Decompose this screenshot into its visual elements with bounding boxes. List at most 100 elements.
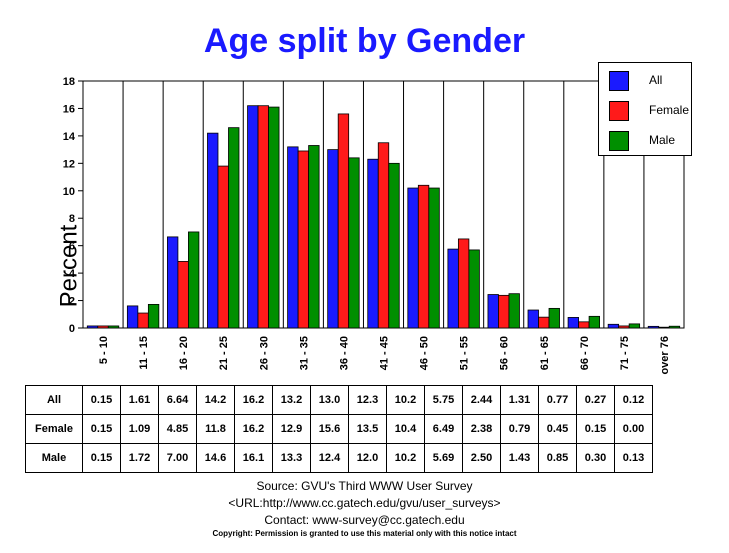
table-cell: 1.09 (120, 414, 159, 444)
bar-male-11 (548, 307, 560, 329)
bar-male-14 (668, 325, 681, 329)
table-cell: 7.00 (158, 443, 197, 473)
bar-female-9 (457, 238, 470, 329)
bar-female-0 (97, 325, 109, 329)
source-text: Source: GVU's Third WWW User Survey (256, 479, 473, 493)
y-tick-label: 12 (63, 158, 75, 170)
table-cell: 2.44 (462, 385, 501, 415)
table-cell: 14.2 (196, 385, 235, 415)
table-cell: 16.2 (234, 414, 273, 444)
bar-all-0 (86, 325, 99, 329)
table-cell: 12.9 (272, 414, 311, 444)
legend-swatch (609, 131, 629, 151)
x-tick-label: 11 - 15 (138, 336, 150, 370)
table-cell: 0.85 (538, 443, 577, 473)
x-tick-label: 41 - 45 (379, 336, 391, 370)
table-cell: 0.15 (82, 414, 121, 444)
table-cell: 0.30 (576, 443, 615, 473)
table-cell: 12.3 (348, 385, 387, 415)
bar-all-8 (407, 187, 419, 329)
y-tick-label: 16 (63, 103, 75, 115)
bar-female-2 (177, 261, 189, 329)
contact-text: Contact: www-survey@cc.gatech.edu (264, 513, 465, 527)
bar-female-10 (498, 294, 510, 329)
chart-title: Age split by Gender (203, 22, 526, 60)
bar-all-5 (287, 146, 299, 329)
table-cell: 12.0 (348, 443, 387, 473)
x-tick-label: 56 - 60 (499, 336, 511, 370)
bar-female-14 (658, 326, 670, 329)
table-cell: 16.2 (234, 385, 273, 415)
bar-all-14 (647, 325, 660, 329)
table-cell: 13.2 (272, 385, 311, 415)
table-cell: 0.27 (576, 385, 615, 415)
table-cell: 1.31 (500, 385, 539, 415)
y-tick-label: 18 (63, 76, 75, 88)
x-tick-label: 66 - 70 (579, 336, 591, 370)
table-cell: 2.50 (462, 443, 501, 473)
legend-swatch (609, 71, 629, 91)
table-row-header: Male (25, 443, 83, 473)
x-tick-label: 61 - 65 (539, 336, 551, 370)
copyright-text: Copyright: Permission is granted to use … (212, 529, 517, 538)
y-tick-label: 0 (69, 323, 75, 335)
table-cell: 2.38 (462, 414, 501, 444)
table-cell: 13.5 (348, 414, 387, 444)
legend-label: Female (649, 103, 690, 117)
bar-female-3 (217, 165, 229, 329)
x-tick-label: 46 - 50 (419, 336, 431, 370)
data-table: All 0.15 1.61 6.64 14.2 16.2 13.2 13.0 12.3 10.2 5… (25, 385, 653, 473)
y-tick-label: 8 (69, 213, 75, 225)
bar-male-2 (188, 231, 200, 329)
bar-female-6 (337, 113, 350, 329)
bar-male-8 (428, 187, 440, 329)
table-cell: 13.3 (272, 443, 311, 473)
bar-female-13 (618, 325, 630, 329)
x-tick-label: over 76 (659, 336, 671, 375)
table-cell: 5.69 (424, 443, 463, 473)
y-tick-label: 2 (69, 296, 75, 308)
bar-female-8 (417, 184, 430, 329)
table-cell: 0.15 (82, 443, 121, 473)
bar-female-7 (377, 142, 390, 329)
y-tick-label: 14 (63, 131, 76, 143)
bar-female-5 (297, 150, 310, 329)
x-tick-label: 16 - 20 (178, 336, 190, 370)
bar-all-9 (447, 248, 459, 329)
bar-all-12 (567, 317, 579, 329)
legend-label: All (649, 73, 663, 87)
y-tick-label: 4 (69, 268, 76, 280)
table-cell: 1.43 (500, 443, 539, 473)
bar-male-7 (388, 162, 400, 329)
bar-all-13 (607, 323, 620, 329)
table-cell: 0.15 (82, 385, 121, 415)
table-cell: 15.6 (310, 414, 349, 444)
bar-all-10 (487, 294, 499, 329)
table-cell: 4.85 (158, 414, 197, 444)
table-cell: 5.75 (424, 385, 463, 415)
bar-all-1 (126, 305, 139, 329)
bar-male-1 (147, 303, 160, 329)
table-cell: 16.1 (234, 443, 273, 473)
table-cell: 0.12 (614, 385, 653, 415)
bar-female-11 (538, 316, 550, 329)
table-cell: 1.72 (120, 443, 159, 473)
x-tick-label: 71 - 75 (619, 336, 631, 370)
x-tick-label: 36 - 40 (338, 336, 350, 370)
table-row-header: All (25, 385, 83, 415)
legend: All Female Male (598, 62, 692, 156)
bar-female-1 (137, 312, 149, 329)
bar-male-6 (348, 157, 360, 329)
table-cell: 0.45 (538, 414, 577, 444)
bar-male-10 (508, 293, 520, 329)
bar-male-12 (588, 315, 600, 329)
bar-male-4 (268, 106, 280, 329)
bar-male-0 (107, 325, 120, 329)
table-cell: 10.2 (386, 443, 425, 473)
table-cell: 10.4 (386, 414, 425, 444)
table-cell: 0.15 (576, 414, 615, 444)
y-tick-label: 10 (63, 186, 75, 198)
table-row: Male 0.15 1.72 7.00 14.6 16.1 13.3 12.4 12.0 10.2… (25, 443, 653, 473)
table-cell: 0.00 (614, 414, 653, 444)
table-cell: 12.4 (310, 443, 349, 473)
